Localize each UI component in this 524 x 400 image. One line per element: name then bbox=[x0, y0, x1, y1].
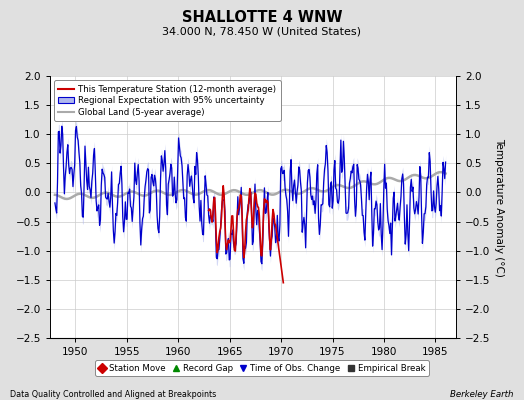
Text: 34.000 N, 78.450 W (United States): 34.000 N, 78.450 W (United States) bbox=[162, 26, 362, 36]
Legend: This Temperature Station (12-month average), Regional Expectation with 95% uncer: This Temperature Station (12-month avera… bbox=[54, 80, 280, 121]
Text: Data Quality Controlled and Aligned at Breakpoints: Data Quality Controlled and Aligned at B… bbox=[10, 390, 217, 399]
Legend: Station Move, Record Gap, Time of Obs. Change, Empirical Break: Station Move, Record Gap, Time of Obs. C… bbox=[95, 360, 429, 376]
Text: SHALLOTTE 4 WNW: SHALLOTTE 4 WNW bbox=[182, 10, 342, 25]
Text: Berkeley Earth: Berkeley Earth bbox=[450, 390, 514, 399]
Y-axis label: Temperature Anomaly (°C): Temperature Anomaly (°C) bbox=[494, 138, 504, 276]
